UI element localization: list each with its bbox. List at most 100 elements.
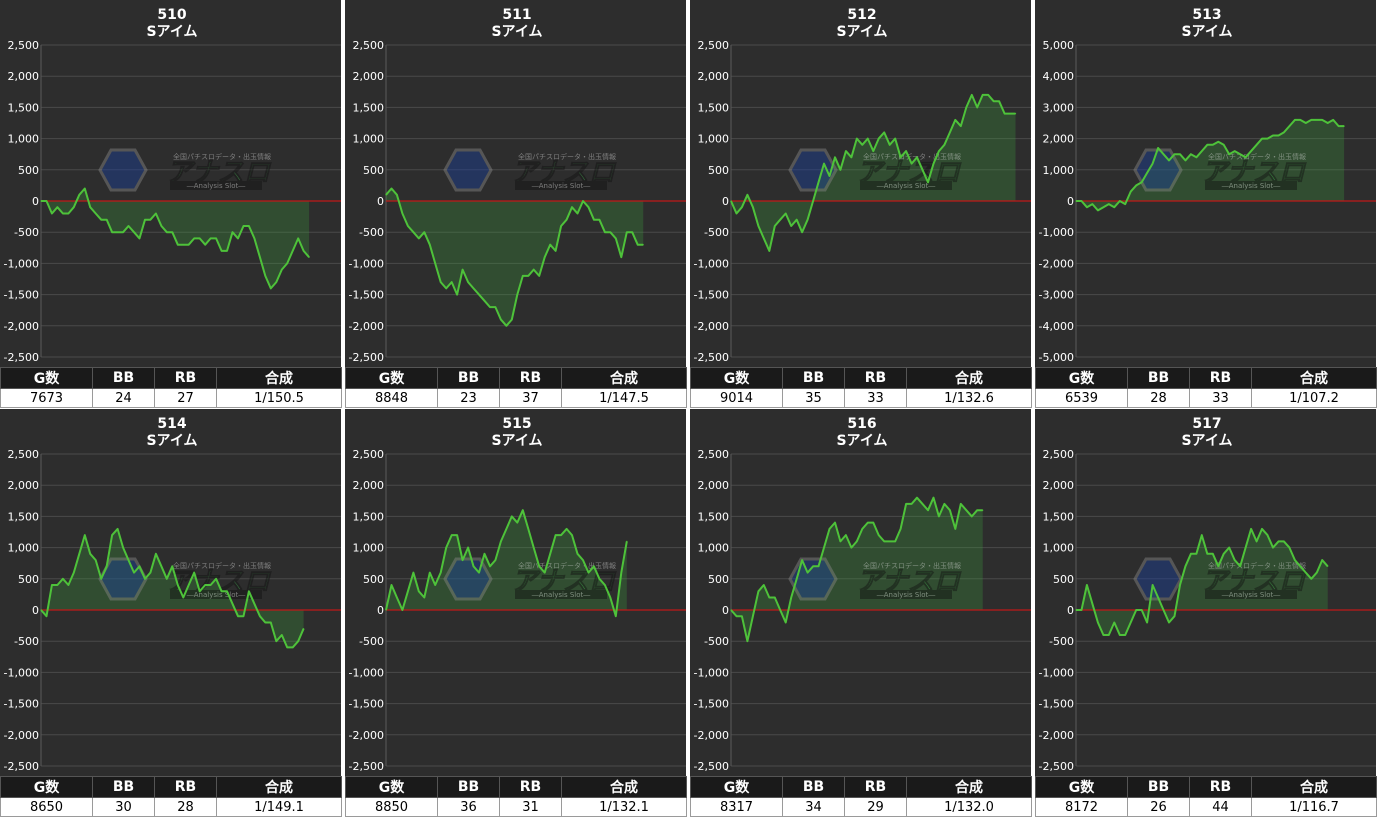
y-tick-label: 500 [1053, 573, 1074, 586]
data-point [976, 106, 978, 108]
data-point [878, 534, 880, 536]
y-tick-label: 500 [18, 573, 39, 586]
chart-panel: 512 Sアイム 2,500 2,000 1,500 1,000 500 0 -500 -1,00… [690, 0, 1031, 367]
machine-panel: 511 Sアイム 2,500 2,000 1,500 1,000 500 0 -500 -1,00… [345, 0, 687, 408]
data-point [160, 565, 162, 567]
data-point [1086, 206, 1088, 208]
rb-header: RB [1189, 367, 1252, 389]
y-tick-label: 1,000 [698, 542, 730, 555]
data-point [807, 572, 809, 574]
watermark-tagline: 全国パチスロデータ・出玉情報 [173, 561, 271, 570]
y-tick-label: 2,500 [1043, 448, 1075, 461]
data-point [1173, 615, 1176, 617]
machine-name: Sアイム [1181, 24, 1232, 40]
data-point [883, 131, 885, 133]
data-point [735, 212, 738, 215]
data-point [445, 287, 447, 289]
data-point [609, 596, 611, 599]
data-point [1321, 559, 1323, 561]
data-point [303, 628, 305, 630]
rb-header: RB [844, 776, 907, 798]
data-point [1157, 596, 1159, 599]
data-point [133, 572, 135, 574]
data-point [889, 540, 891, 542]
data-point [522, 275, 524, 277]
y-tick-label: -1,000 [694, 666, 729, 679]
y-tick-label: 1,000 [1043, 164, 1075, 177]
y-tick-label: -2,500 [349, 351, 384, 364]
data-point [221, 590, 223, 592]
data-point [253, 603, 255, 605]
data-point [560, 225, 562, 227]
watermark-logo: アナスロ [856, 158, 961, 188]
data-point [943, 503, 945, 505]
data-point [456, 294, 458, 296]
y-tick-label: 2,000 [8, 70, 40, 83]
data-point [177, 244, 179, 246]
data-point [943, 144, 945, 146]
watermark-subtitle: ―Analysis Slot― [187, 591, 245, 599]
machine-panel: 515 Sアイム 2,500 2,000 1,500 1,000 500 0 -500 -1,00… [345, 409, 687, 817]
data-point [511, 515, 513, 517]
data-point [1206, 553, 1208, 555]
chart-panel: 516 Sアイム 2,500 2,000 1,500 1,000 500 0 -500 -1,00… [690, 409, 1031, 776]
y-tick-label: 2,500 [8, 39, 40, 52]
data-point [883, 540, 885, 542]
y-tick-label: 3,000 [1043, 101, 1075, 114]
data-point [1108, 203, 1110, 205]
data-point [774, 225, 776, 227]
data-point [949, 131, 951, 133]
stats-table: G数 BB RB 合成 8848 23 37 1/147.5 [345, 367, 687, 408]
data-point [193, 572, 195, 574]
chart-panel: 514 Sアイム 2,500 2,000 1,500 1,000 500 0 -500 -1,00… [0, 409, 341, 776]
data-point [396, 596, 398, 599]
data-point [631, 231, 633, 233]
data-point [505, 528, 507, 530]
data-point [604, 584, 606, 586]
games-value: 7673 [0, 388, 93, 408]
data-point [286, 262, 288, 264]
data-point [259, 256, 261, 258]
data-point [51, 584, 53, 586]
data-point [757, 225, 759, 227]
chart-panel: 511 Sアイム 2,500 2,000 1,500 1,000 500 0 -500 -1,00… [345, 0, 686, 367]
data-point [215, 578, 217, 580]
data-point [489, 565, 491, 567]
data-point [538, 275, 540, 277]
data-point [1201, 534, 1203, 536]
data-point [511, 319, 513, 321]
data-point [297, 640, 299, 642]
machine-panel: 510 Sアイム 2,500 2,000 1,500 1,000 500 0 -500 -1,00… [0, 0, 342, 408]
machine-name: Sアイム [491, 24, 542, 40]
data-point [746, 194, 748, 196]
data-point [45, 615, 48, 617]
data-point [576, 212, 579, 215]
data-point [40, 200, 42, 202]
data-point [817, 181, 820, 183]
data-point [856, 540, 858, 542]
data-point [182, 596, 184, 599]
rb-header: RB [844, 367, 907, 389]
data-point [95, 559, 97, 561]
data-point [1075, 609, 1077, 611]
combined-header: 合成 [561, 367, 687, 389]
data-point [1266, 534, 1269, 536]
y-tick-label: 0 [1067, 195, 1074, 208]
data-point [472, 565, 475, 567]
y-tick-label: -2,000 [349, 320, 384, 333]
data-point [434, 584, 436, 586]
data-point [1152, 163, 1154, 165]
rb-value: 37 [499, 388, 562, 408]
machine-number: 517 [1192, 416, 1221, 432]
data-point [785, 621, 787, 624]
y-tick-label: 1,000 [1043, 542, 1075, 555]
data-point [100, 578, 102, 580]
games-header: G数 [0, 776, 93, 798]
data-point [905, 503, 907, 505]
data-point [1130, 621, 1132, 624]
y-tick-label: 0 [722, 195, 729, 208]
bb-value: 36 [437, 797, 500, 817]
data-point [1009, 113, 1011, 115]
